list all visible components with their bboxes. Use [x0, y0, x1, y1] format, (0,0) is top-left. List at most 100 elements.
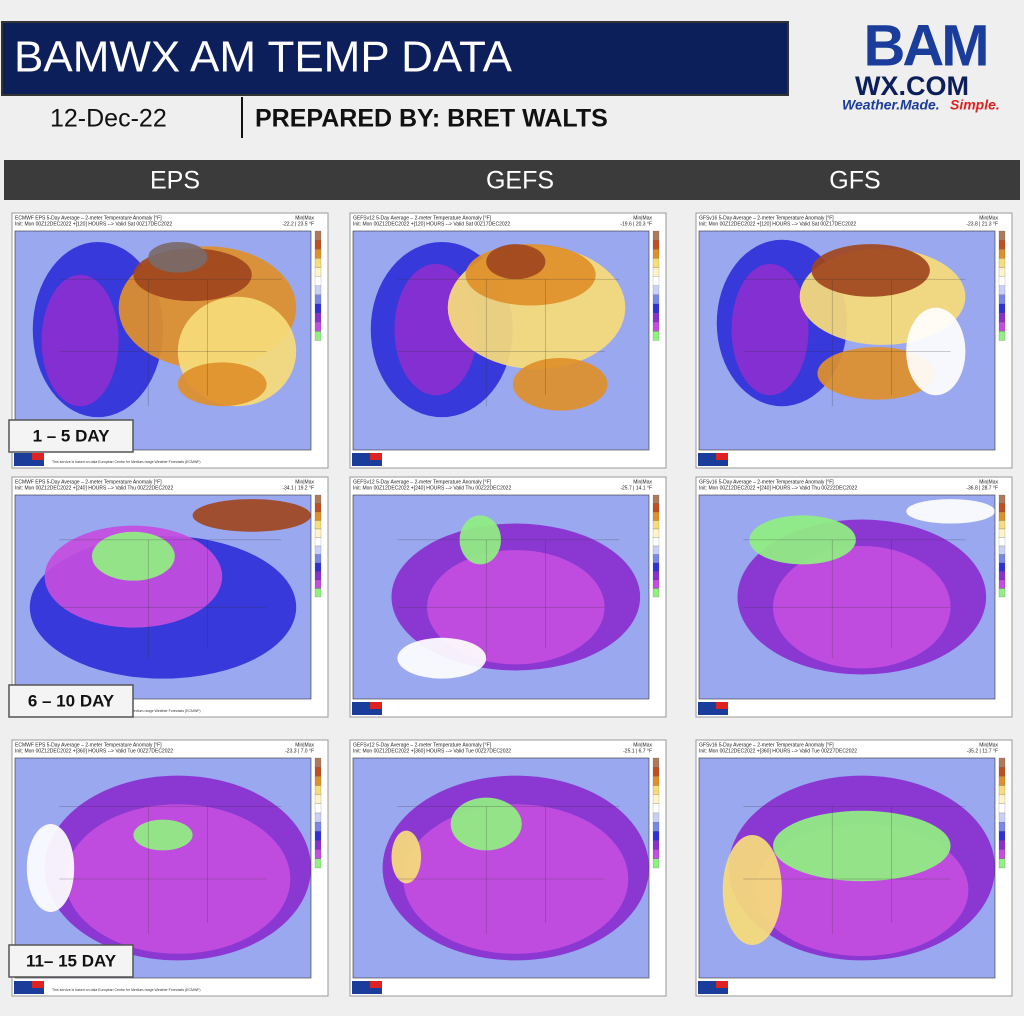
logo-tagline: Weather.	[842, 97, 900, 113]
color-scale	[998, 276, 1006, 286]
color-scale	[998, 831, 1006, 841]
borders	[743, 539, 966, 659]
color-scale	[998, 520, 1006, 530]
color-scale	[652, 249, 660, 259]
map-range: -22.2 | 23.5 °F	[282, 221, 314, 227]
map-range: -23.8 | 21.3 °F	[966, 221, 998, 227]
color-scale	[652, 322, 660, 332]
map-minmax: Min|Max	[979, 215, 998, 221]
color-scale	[998, 267, 1006, 277]
color-scale	[998, 840, 1006, 850]
map-art	[699, 495, 995, 699]
color-scale	[998, 249, 1006, 259]
title-bar	[1, 21, 789, 96]
color-scale	[652, 294, 660, 305]
color-scale	[314, 545, 322, 555]
color-scale	[652, 767, 660, 777]
title: BAMWX AM TEMP DATA	[14, 33, 513, 82]
logo-tagline: Simple.	[950, 97, 1000, 113]
color-scale	[652, 276, 660, 286]
map-init: Init: Mon 00Z12DEC2022 +[360] HOURS --> …	[699, 748, 857, 754]
color-scale	[314, 230, 322, 241]
map-init: Init: Mon 00Z12DEC2022 +[120] HOURS --> …	[699, 221, 856, 227]
color-scale	[314, 579, 322, 589]
borders	[397, 806, 620, 934]
color-scale	[314, 785, 322, 795]
row-label-box	[8, 419, 134, 453]
row-label: 1 – 5 DAY	[33, 426, 111, 445]
color-scale	[314, 285, 322, 295]
map-minmax: Min|Max	[979, 742, 998, 748]
color-scale	[998, 767, 1006, 777]
color-scale	[314, 528, 322, 538]
color-scale	[998, 588, 1006, 598]
borders	[397, 278, 620, 407]
color-scale	[998, 537, 1006, 547]
map-frame	[14, 494, 312, 700]
color-scale	[314, 757, 322, 768]
map-credit: This service is based on data European C…	[52, 460, 201, 464]
color-scale	[314, 294, 322, 305]
color-scale	[652, 331, 660, 341]
color-scale	[998, 230, 1006, 241]
column-bar	[4, 160, 1020, 200]
map-title: GFSv16 5-Day Average – 2-meter Temperatu…	[699, 742, 834, 748]
prepared-by: PREPARED BY: BRET WALTS	[255, 105, 608, 133]
color-scale	[652, 858, 660, 869]
color-scale	[314, 322, 322, 332]
color-scale	[652, 285, 660, 295]
date: 12-Dec-22	[50, 105, 167, 133]
color-scale	[652, 240, 660, 250]
mini-logo	[370, 981, 382, 988]
map-art	[15, 758, 311, 978]
color-scale	[314, 831, 322, 841]
row-label-box	[8, 684, 134, 718]
anomaly-region	[41, 274, 119, 407]
map-init: Init: Mon 00Z12DEC2022 +[360] HOURS --> …	[353, 748, 511, 754]
borders	[59, 806, 282, 934]
color-scale	[998, 545, 1006, 555]
mini-logo	[716, 702, 728, 709]
color-scale	[652, 267, 660, 277]
color-scale	[998, 322, 1006, 332]
color-scale	[314, 537, 322, 547]
color-scale	[652, 528, 660, 538]
anomaly-region	[817, 347, 936, 400]
borders	[743, 278, 966, 407]
color-scale	[314, 503, 322, 513]
mini-logo	[370, 453, 382, 460]
map-art	[15, 495, 311, 699]
color-scale	[652, 511, 660, 521]
color-scale	[314, 822, 322, 832]
color-scale	[652, 258, 660, 268]
row-label: 11– 15 DAY	[26, 951, 117, 970]
map-title: GEFSv12 5-Day Average – 2-meter Temperat…	[353, 742, 492, 748]
map-init: Init: Mon 00Z12DEC2022 +[240] HOURS --> …	[15, 485, 173, 491]
color-scale	[314, 520, 322, 530]
color-scale	[314, 267, 322, 277]
map-init: Init: Mon 00Z12DEC2022 +[240] HOURS --> …	[699, 485, 857, 491]
color-scale	[314, 840, 322, 850]
map-init: Init: Mon 00Z12DEC2022 +[120] HOURS --> …	[353, 221, 510, 227]
map-minmax: Min|Max	[633, 742, 652, 748]
anomaly-region	[512, 358, 608, 411]
color-scale	[998, 562, 1006, 572]
map-art	[353, 495, 649, 699]
map-minmax: Min|Max	[295, 215, 314, 221]
color-scale	[652, 520, 660, 530]
map-minmax: Min|Max	[295, 479, 314, 485]
color-scale	[314, 571, 322, 581]
color-scale	[314, 494, 322, 504]
color-scale	[652, 803, 660, 814]
color-scale	[314, 249, 322, 259]
color-scale	[652, 831, 660, 841]
map-range: -25.7 | 14.1 °F	[620, 485, 652, 491]
color-scale	[998, 579, 1006, 589]
color-scale	[998, 812, 1006, 823]
mini-logo	[370, 702, 382, 709]
color-scale	[652, 545, 660, 555]
map-frame	[352, 757, 650, 979]
color-scale	[314, 240, 322, 250]
map-title: GFSv16 5-Day Average – 2-meter Temperatu…	[699, 479, 834, 485]
